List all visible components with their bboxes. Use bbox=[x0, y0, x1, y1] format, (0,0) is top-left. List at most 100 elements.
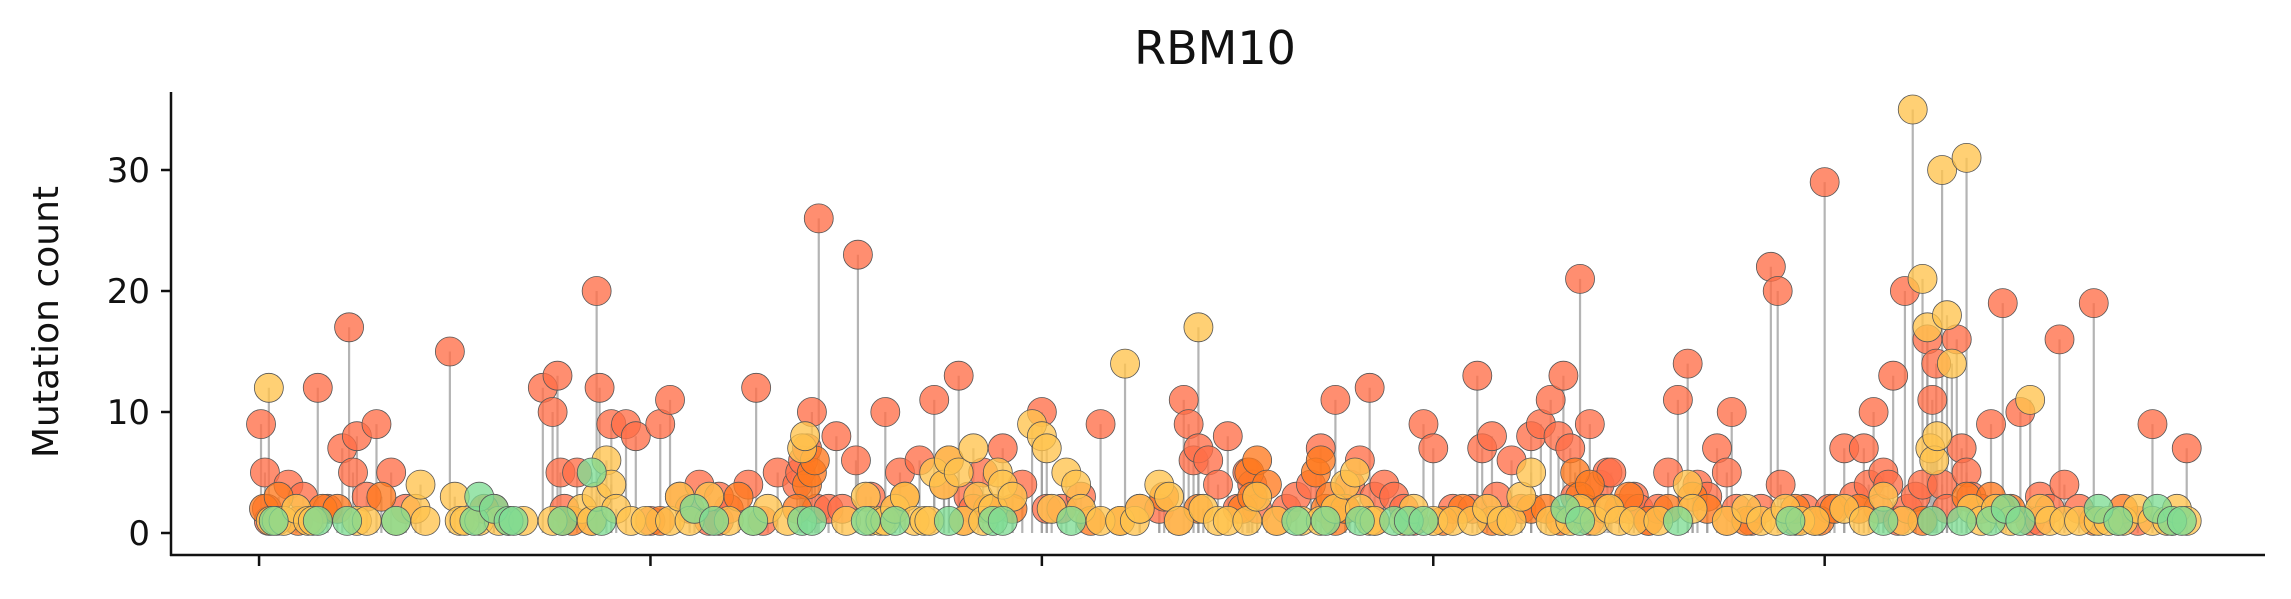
mutation-point bbox=[1976, 409, 2006, 440]
mutation-point bbox=[1917, 384, 1948, 415]
mutation-point bbox=[1858, 397, 1889, 427]
mutation-point bbox=[699, 506, 729, 536]
mutation-point bbox=[258, 506, 289, 536]
mutation-point bbox=[843, 239, 873, 270]
y-axis-label: Mutation count bbox=[26, 186, 67, 458]
mutation-point bbox=[1987, 288, 2018, 319]
mutation-point bbox=[919, 384, 950, 415]
mutation-point bbox=[1056, 506, 1087, 536]
mutation-point bbox=[2103, 506, 2134, 536]
y-tick-label: 20 bbox=[107, 272, 150, 312]
mutation-point bbox=[302, 506, 333, 536]
mutation-point bbox=[1163, 506, 1194, 536]
mutation-point bbox=[366, 481, 397, 512]
mutation-point bbox=[2005, 506, 2036, 536]
mutation-point bbox=[2078, 288, 2109, 319]
mutation-point bbox=[1031, 433, 1062, 464]
mutation-point bbox=[620, 421, 651, 452]
mutation-point bbox=[1408, 506, 1439, 536]
mutation-point bbox=[741, 372, 772, 403]
mutation-point bbox=[405, 469, 436, 500]
mutation-point bbox=[870, 397, 901, 427]
mutation-point bbox=[2171, 433, 2202, 464]
mutation-point bbox=[1310, 506, 1341, 536]
mutation-point bbox=[1716, 397, 1747, 427]
mutation-point bbox=[584, 372, 615, 403]
mutation-point bbox=[1320, 384, 1351, 415]
mutation-point bbox=[542, 360, 573, 391]
mutation-point bbox=[1212, 421, 1243, 452]
mutation-point bbox=[1907, 263, 1938, 294]
mutation-point bbox=[655, 384, 685, 415]
mutation-point bbox=[1565, 506, 1595, 536]
mutation-point bbox=[1565, 263, 1595, 294]
mutation-point bbox=[2049, 469, 2080, 500]
mutation-point bbox=[738, 506, 769, 536]
mutation-point bbox=[2015, 384, 2046, 415]
chart-title: RBM10 bbox=[1134, 21, 1296, 75]
mutation-point bbox=[790, 421, 820, 452]
mutation-point bbox=[958, 433, 989, 464]
mutation-point bbox=[943, 360, 974, 391]
mutation-point bbox=[338, 457, 368, 488]
mutation-point bbox=[410, 506, 441, 536]
mutation-point bbox=[1936, 348, 1967, 379]
plot-area bbox=[246, 94, 2202, 536]
mutation-point bbox=[880, 506, 910, 536]
mutation-point bbox=[1110, 348, 1140, 379]
mutation-point bbox=[1203, 469, 1233, 500]
mutation-point bbox=[1354, 372, 1385, 403]
mutation-point bbox=[987, 506, 1018, 536]
y-tick-label: 0 bbox=[128, 514, 150, 554]
mutation-point bbox=[1917, 506, 1948, 536]
mutation-point bbox=[1548, 360, 1579, 391]
mutation-point bbox=[334, 312, 364, 343]
mutation-point bbox=[1922, 421, 1953, 452]
mutation-point bbox=[1897, 94, 1928, 125]
mutation-point bbox=[1927, 155, 1957, 185]
mutation-point bbox=[2137, 409, 2168, 440]
mutation-point bbox=[934, 506, 964, 536]
mutation-point bbox=[850, 506, 881, 536]
mutation-point bbox=[581, 276, 612, 306]
mutation-point bbox=[1124, 493, 1155, 524]
mutation-point bbox=[841, 445, 871, 476]
mutation-point bbox=[797, 506, 827, 536]
mutation-point bbox=[498, 506, 529, 536]
mutation-point bbox=[1672, 348, 1703, 379]
mutation-point bbox=[1951, 142, 1982, 173]
mutation-point bbox=[1848, 433, 1879, 464]
mutation-point bbox=[1183, 312, 1214, 343]
mutation-point bbox=[250, 457, 280, 488]
mutation-point bbox=[1418, 433, 1449, 464]
mutation-point bbox=[1775, 506, 1806, 536]
mutation-point bbox=[547, 506, 578, 536]
mutation-point bbox=[1516, 457, 1547, 488]
mutation-point bbox=[576, 457, 607, 488]
mutation-point bbox=[434, 336, 465, 367]
mutation-point bbox=[1281, 506, 1312, 536]
mutation-point bbox=[943, 457, 974, 488]
mutation-point bbox=[1535, 384, 1566, 415]
markers bbox=[246, 94, 2202, 536]
mutation-point bbox=[1462, 360, 1493, 391]
mutation-point bbox=[253, 372, 284, 403]
mutation-point bbox=[1762, 276, 1793, 306]
y-tick-label: 30 bbox=[107, 151, 150, 191]
mutation-point bbox=[1085, 409, 1116, 440]
mutation-point bbox=[1242, 481, 1273, 512]
x-ticks bbox=[257, 555, 1826, 566]
mutation-point bbox=[1340, 457, 1370, 488]
mutation-point bbox=[2044, 324, 2075, 355]
mutation-point bbox=[1662, 506, 1693, 536]
mutation-point bbox=[1477, 421, 1507, 452]
mutation-point bbox=[537, 397, 568, 427]
mutation-point bbox=[332, 506, 363, 536]
mutation-point bbox=[2166, 506, 2197, 536]
mutation-point bbox=[1344, 506, 1375, 536]
mutation-point bbox=[821, 421, 852, 452]
mutation-point bbox=[1809, 167, 1840, 198]
mutation-point bbox=[302, 372, 333, 403]
mutation-point bbox=[246, 409, 276, 440]
